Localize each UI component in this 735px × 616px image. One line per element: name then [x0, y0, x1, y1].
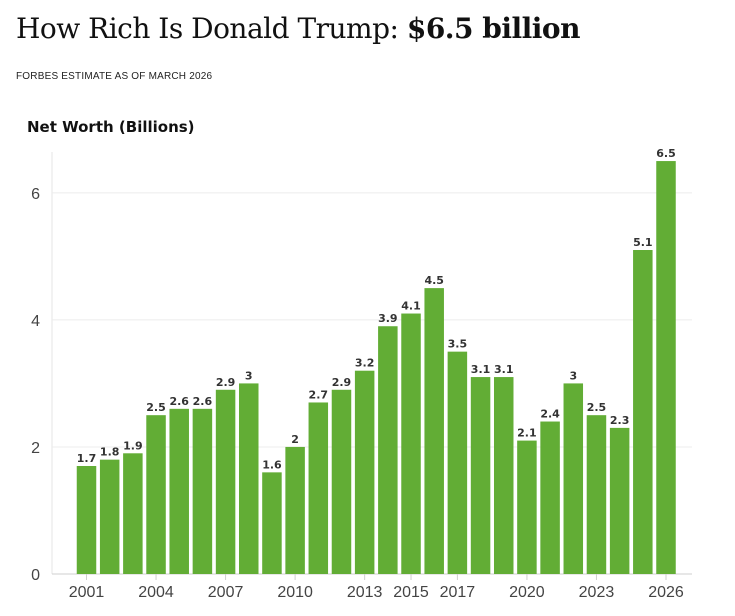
bar-2022[interactable] [563, 383, 584, 574]
x-tick-label-2007: 2007 [208, 584, 244, 601]
bars-group [76, 161, 676, 574]
data-label-2001: 1.7 [77, 452, 97, 465]
data-label-2012: 2.9 [332, 376, 352, 389]
bar-2003[interactable] [123, 453, 143, 574]
bar-2010[interactable] [285, 446, 305, 574]
x-tick-label-2001: 2001 [69, 584, 105, 601]
data-label-2024: 2.3 [610, 414, 630, 427]
data-label-2016: 4.5 [424, 274, 444, 287]
chart-subtitle: FORBES ESTIMATE AS OF MARCH 2026 [16, 71, 213, 82]
bar-2008[interactable] [239, 383, 259, 574]
data-label-2007: 2.9 [216, 376, 236, 389]
x-tick-label-2020: 2020 [509, 584, 545, 601]
y-tick-label-4: 4 [31, 313, 40, 330]
data-label-2022: 3 [569, 369, 577, 382]
bar-2020[interactable] [517, 440, 537, 574]
x-tick-label-2004: 2004 [138, 584, 174, 601]
data-label-2011: 2.7 [309, 388, 329, 401]
data-label-2026: 6.5 [656, 147, 676, 160]
bar-2014[interactable] [378, 326, 398, 574]
y-tick-label-0: 0 [31, 567, 40, 584]
bar-2024[interactable] [609, 427, 630, 574]
x-tick-label-2015: 2015 [393, 584, 429, 601]
bar-2013[interactable] [354, 370, 375, 574]
bar-2007[interactable] [215, 389, 236, 574]
chart-title-value: $6.5 billion [406, 12, 581, 45]
bar-2021[interactable] [540, 421, 560, 574]
data-label-2003: 1.9 [123, 439, 143, 452]
data-label-2018: 3.1 [471, 363, 491, 376]
bar-2006[interactable] [192, 408, 213, 574]
bar-2015[interactable] [401, 313, 421, 574]
data-label-2017: 3.5 [448, 338, 468, 351]
data-label-2021: 2.4 [540, 408, 560, 421]
data-label-2010: 2 [291, 433, 299, 446]
bar-2025[interactable] [633, 250, 653, 574]
bar-2018[interactable] [470, 377, 491, 574]
data-label-2009: 1.6 [262, 458, 282, 471]
data-label-2025: 5.1 [633, 236, 653, 249]
bar-2009[interactable] [262, 472, 282, 574]
bar-2017[interactable] [447, 351, 468, 574]
bar-2026[interactable] [656, 161, 676, 574]
bar-2004[interactable] [146, 415, 166, 574]
bar-2011[interactable] [308, 402, 329, 574]
x-tick-label-2010: 2010 [277, 584, 313, 601]
bar-2012[interactable] [331, 389, 352, 574]
y-tick-label-2: 2 [31, 440, 40, 457]
data-label-2014: 3.9 [378, 312, 398, 325]
data-label-2019: 3.1 [494, 363, 514, 376]
bar-2002[interactable] [99, 459, 120, 574]
data-label-2005: 2.6 [169, 395, 189, 408]
data-label-2015: 4.1 [401, 300, 421, 313]
y-ticks-group: 0 2 4 6 [31, 186, 40, 584]
data-label-2004: 2.5 [146, 401, 166, 414]
bar-2023[interactable] [586, 415, 607, 574]
data-label-2023: 2.5 [587, 401, 607, 414]
x-tick-label-2026: 2026 [648, 584, 684, 601]
x-ticks-group: 2001 2004 2007 2010 2013 2015 2017 2020 2023 2026 [69, 574, 684, 601]
chart-title: How Rich Is Donald Trump: $6.5 billion [16, 12, 580, 45]
bar-2016[interactable] [424, 288, 444, 574]
x-tick-label-2023: 2023 [579, 584, 615, 601]
data-label-2008: 3 [245, 369, 253, 382]
data-label-2013: 3.2 [355, 357, 375, 370]
bar-2005[interactable] [169, 408, 189, 574]
y-tick-label-6: 6 [31, 186, 40, 203]
y-axis-label: Net Worth (Billions) [27, 118, 195, 136]
data-label-2020: 2.1 [517, 427, 537, 440]
chart-title-prefix: How Rich Is Donald Trump: [16, 12, 407, 45]
bar-2001[interactable] [76, 466, 97, 574]
data-label-2006: 2.6 [193, 395, 213, 408]
bar-2019[interactable] [493, 377, 514, 574]
data-label-2002: 1.8 [100, 446, 120, 459]
x-tick-label-2017: 2017 [440, 584, 476, 601]
x-tick-label-2013: 2013 [347, 584, 383, 601]
data-labels-group: 1.7 1.8 1.92.5 2.6 2.62.9 31.622.72.93.23.94.… [77, 147, 676, 471]
